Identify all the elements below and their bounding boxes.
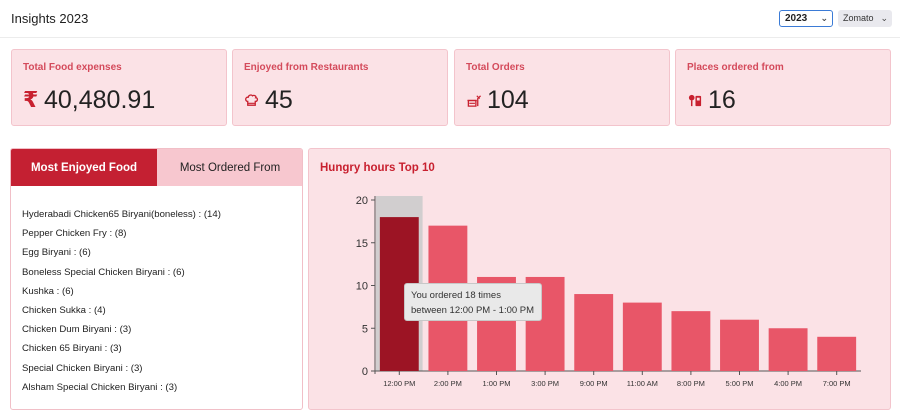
chart-bar — [574, 294, 614, 371]
top-bar: Insights 2023 2023 ⌄ Zomato ⌄ — [0, 0, 900, 38]
list-item: Chicken Dum Biryani : (3) — [22, 324, 132, 336]
x-tick-label: 3:00 PM — [531, 379, 559, 388]
chart-bar — [622, 302, 662, 371]
x-tick-label: 11:00 AM — [627, 379, 658, 388]
food-panel: Most Enjoyed Food Most Ordered From Hyde… — [10, 148, 303, 410]
x-tick-label: 9:00 PM — [580, 379, 608, 388]
stat-card-restaurants: Enjoyed from Restaurants 45 — [232, 49, 448, 126]
page-title: Insights 2023 — [11, 11, 89, 26]
stat-label: Total Orders — [466, 62, 525, 73]
year-select-value: 2023 — [785, 13, 808, 24]
chart-tooltip: You ordered 18 times between 12:00 PM - … — [404, 283, 542, 321]
list-item: Boneless Special Chicken Biryani : (6) — [22, 266, 185, 278]
chart-bar — [671, 311, 711, 371]
y-tick-label: 15 — [356, 238, 368, 250]
platform-select-value: Zomato — [843, 13, 874, 23]
list-item: Kushka : (6) — [22, 285, 74, 297]
stat-card-places: Places ordered from 16 — [675, 49, 891, 126]
chart-title: Hungry hours Top 10 — [320, 162, 435, 174]
food-tray-icon — [466, 89, 484, 111]
chef-hat-icon — [244, 89, 262, 111]
x-tick-label: 5:00 PM — [726, 379, 754, 388]
x-tick-label: 7:00 PM — [823, 379, 851, 388]
chevron-down-icon: ⌄ — [820, 13, 828, 23]
platform-select[interactable]: Zomato ⌄ — [838, 10, 892, 27]
x-tick-label: 4:00 PM — [774, 379, 802, 388]
y-tick-label: 20 — [356, 195, 368, 207]
chart-bar — [768, 328, 808, 371]
x-tick-label: 2:00 PM — [434, 379, 462, 388]
year-select[interactable]: 2023 ⌄ — [779, 10, 833, 27]
list-item: Chicken Sukka : (4) — [22, 304, 106, 316]
stat-value: 40,480.91 — [44, 85, 156, 114]
y-tick-label: 0 — [362, 366, 368, 378]
tab-most-ordered-from[interactable]: Most Ordered From — [157, 149, 302, 186]
tab-most-enjoyed-food[interactable]: Most Enjoyed Food — [11, 149, 157, 186]
hungry-hours-panel: Hungry hours Top 10 0 5 10 15 20 12:00 PM 2:00… — [308, 148, 891, 410]
rupee-icon: ₹ — [23, 87, 39, 112]
stat-card-total-orders: Total Orders 104 — [454, 49, 670, 126]
hungry-hours-chart: 0 5 10 15 20 12:00 PM 2:00 PM 1:00 PM 3:00 PM 9:0… — [356, 195, 861, 388]
list-item: Alsham Special Chicken Biryani : (3) — [22, 381, 178, 393]
list-item: Hyderabadi Chicken65 Biryani(boneless) :… — [22, 209, 221, 220]
list-item: Pepper Chicken Fry : (8) — [22, 228, 127, 240]
stat-label: Total Food expenses — [23, 62, 122, 73]
y-tick-label: 10 — [356, 281, 368, 293]
stat-value: 16 — [708, 85, 736, 114]
stat-label: Enjoyed from Restaurants — [244, 62, 369, 73]
chevron-down-icon: ⌄ — [880, 13, 888, 23]
tooltip-line: between 12:00 PM - 1:00 PM — [411, 305, 535, 316]
x-tick-label: 8:00 PM — [677, 379, 705, 388]
tooltip-line: You ordered 18 times — [411, 290, 501, 301]
stat-value: 45 — [265, 85, 293, 114]
list-item: Special Chicken Biryani : (3) — [22, 362, 143, 374]
stat-card-total-expenses: Total Food expenses ₹ 40,480.91 — [11, 49, 227, 126]
location-icon — [687, 89, 705, 111]
y-tick-label: 5 — [362, 323, 368, 335]
list-item: Chicken 65 Biryani : (3) — [22, 343, 122, 355]
chart-bar — [817, 336, 857, 371]
chart-bar — [720, 319, 759, 371]
stat-label: Places ordered from — [687, 62, 784, 73]
list-item: Egg Biryani : (6) — [22, 247, 91, 259]
food-list: Hyderabadi Chicken65 Biryani(boneless) :… — [22, 205, 221, 397]
x-tick-label: 12:00 PM — [383, 379, 415, 388]
x-tick-label: 1:00 PM — [483, 379, 511, 388]
stat-value: 104 — [487, 85, 529, 114]
